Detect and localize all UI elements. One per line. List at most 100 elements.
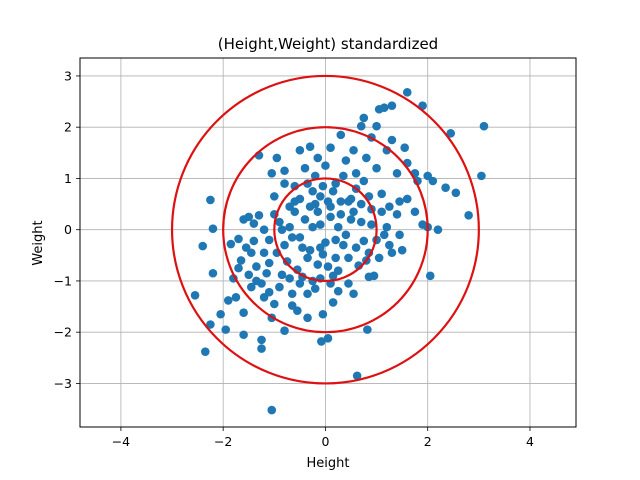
scatter-point <box>280 166 289 176</box>
scatter-point <box>316 192 325 201</box>
scatter-point <box>270 192 279 201</box>
scatter-point <box>272 153 282 163</box>
scatter-point <box>305 202 315 211</box>
scatter-point <box>351 243 361 252</box>
y-tick-label: −1 <box>54 273 72 288</box>
scatter-point <box>359 176 369 186</box>
scatter-point <box>303 289 312 299</box>
scatter-point <box>349 145 358 155</box>
y-tick-label: 2 <box>64 120 72 135</box>
scatter-point <box>257 344 266 353</box>
scatter-point <box>318 249 328 259</box>
scatter-point <box>200 347 210 356</box>
scatter-point <box>479 121 489 131</box>
scatter-point <box>280 240 289 250</box>
scatter-point <box>395 230 404 240</box>
scatter-point <box>341 230 351 240</box>
scatter-point <box>346 215 356 224</box>
scatter-point <box>377 189 386 199</box>
scatter-point <box>249 236 259 246</box>
scatter-point <box>241 243 251 252</box>
scatter-point <box>298 243 307 252</box>
scatter-point <box>317 337 326 346</box>
scatter-point <box>356 199 366 209</box>
scatter-point <box>392 210 402 219</box>
y-axis-ticks: −3 −2 −1 0 1 2 3 <box>54 68 80 391</box>
scatter-point <box>264 235 274 245</box>
scatter-point <box>287 301 297 310</box>
scatter-point <box>387 248 397 258</box>
x-axis-ticks: −4 −2 0 2 4 <box>112 427 534 449</box>
x-tick-label: 2 <box>424 434 432 449</box>
scatter-point <box>400 143 410 152</box>
scatter-point <box>246 282 256 292</box>
scatter-point <box>244 212 254 222</box>
scatter-point <box>441 183 450 192</box>
scatter-point <box>336 210 346 219</box>
scatter-point <box>331 179 340 188</box>
scatter-point <box>339 171 348 181</box>
scatter-point <box>356 121 366 131</box>
scatter-point <box>323 334 333 343</box>
scatter-point <box>216 309 225 319</box>
scatter-point <box>264 287 274 297</box>
scatter-point <box>270 299 279 309</box>
y-tick-label: 0 <box>64 222 72 237</box>
x-axis-label: Height <box>307 456 350 471</box>
scatter-point <box>336 130 346 140</box>
scatter-point <box>295 145 305 155</box>
scatter-point <box>221 325 231 334</box>
scatter-point <box>285 202 294 211</box>
scatter-point <box>239 330 248 340</box>
reference-circles <box>170 74 480 385</box>
y-axis-label: Weight <box>31 220 46 265</box>
scatter-point <box>234 234 243 244</box>
scatter-point <box>308 186 317 196</box>
scatter-point <box>249 219 259 228</box>
scatter-point <box>402 88 412 97</box>
scatter-point <box>395 197 404 206</box>
scatter-point <box>359 113 369 123</box>
scatter-point <box>223 296 233 305</box>
scatter-point <box>349 207 358 217</box>
scatter-point <box>446 129 456 138</box>
scatter-point <box>295 233 305 242</box>
scatter-point <box>359 236 369 246</box>
scatter-point <box>387 135 397 145</box>
scatter-point <box>372 121 381 131</box>
scatter-point <box>305 142 315 151</box>
scatter-point <box>252 276 261 286</box>
scatter-point <box>280 179 289 188</box>
plot-frame <box>79 57 577 428</box>
scatter-point <box>344 253 353 263</box>
reference-circle <box>222 126 429 334</box>
y-tick-label: −2 <box>54 325 72 340</box>
scatter-point <box>305 245 315 255</box>
scatter-point <box>313 207 323 217</box>
scatter-point <box>331 253 340 263</box>
scatter-point <box>275 282 284 292</box>
scatter-point <box>367 220 376 229</box>
scatter-point <box>428 176 438 186</box>
chart-title: (Height,Weight) standardized <box>218 35 438 53</box>
y-tick-label: 1 <box>64 171 72 186</box>
x-tick-label: 0 <box>321 434 329 449</box>
scatter-point <box>264 258 274 268</box>
scatter-point <box>321 161 330 170</box>
scatter-point <box>451 188 461 198</box>
y-tick-label: 3 <box>64 68 72 83</box>
scatter-point <box>341 156 351 165</box>
scatter-point <box>226 239 236 249</box>
scatter-point <box>239 308 248 318</box>
scatter-point <box>379 103 389 113</box>
x-tick-label: −2 <box>214 434 232 449</box>
scatter-point <box>328 298 338 307</box>
scatter-point <box>254 211 264 220</box>
scatter-point <box>313 260 323 269</box>
scatter-point <box>231 293 241 302</box>
scatter-point <box>385 202 394 211</box>
scatter-point <box>277 270 287 280</box>
scatter-point <box>392 169 402 178</box>
scatter-point <box>349 289 358 299</box>
